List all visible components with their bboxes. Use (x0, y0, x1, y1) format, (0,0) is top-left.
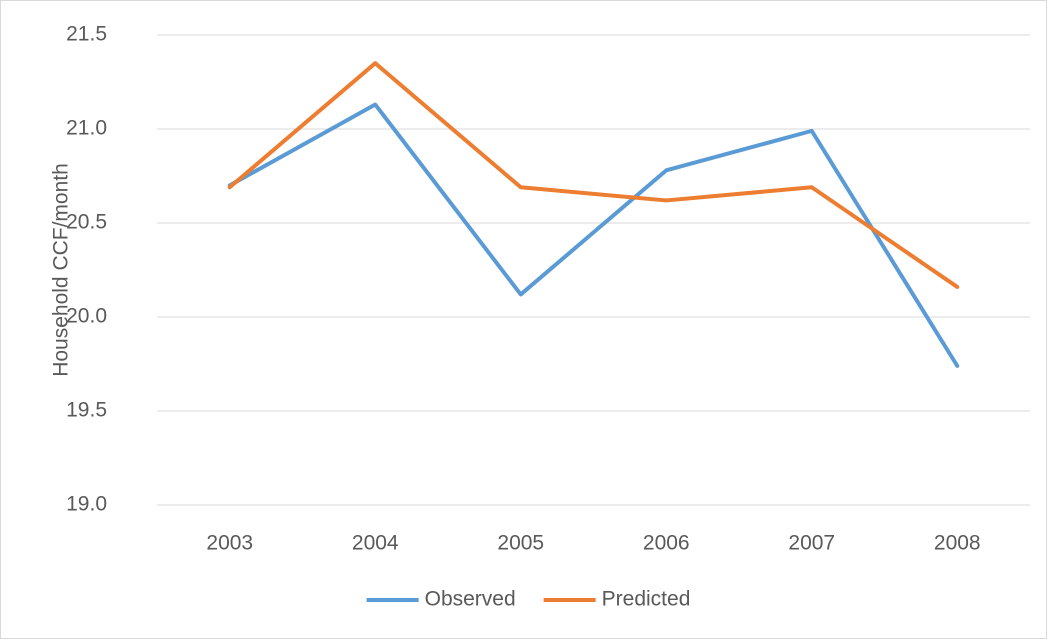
data-line (227, 61, 960, 289)
y-tick-label: 20.5 (66, 211, 107, 234)
legend-label: Observed (425, 588, 516, 611)
x-tick-label: 2003 (206, 532, 253, 555)
x-tick-label: 2006 (643, 532, 690, 555)
y-tick-label: 19.0 (66, 493, 107, 516)
x-tick-label: 2008 (934, 532, 981, 555)
y-tick-label: 19.5 (66, 399, 107, 422)
x-tick-label: 2004 (352, 532, 399, 555)
y-tick-label: 21.0 (66, 117, 107, 140)
y-tick-label: 20.0 (66, 305, 107, 328)
y-axis-title: Household CCF/month (50, 163, 73, 377)
x-tick-label: 2005 (497, 532, 544, 555)
y-tick-label: 21.5 (66, 23, 107, 46)
legend-label: Predicted (602, 588, 691, 611)
data-line (227, 102, 960, 368)
x-tick-label: 2007 (788, 532, 835, 555)
